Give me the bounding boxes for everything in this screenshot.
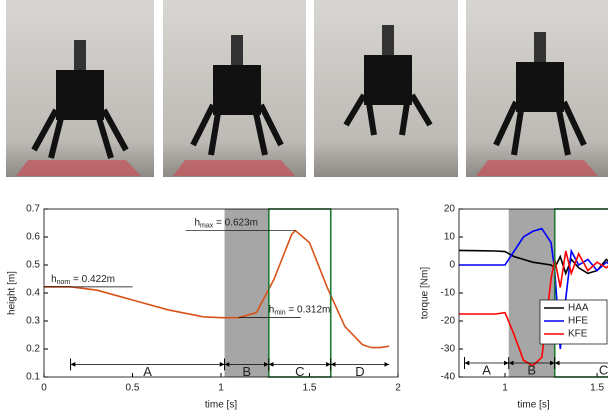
legend: HAA HFE KFE (539, 299, 608, 345)
y-tick-label: 0.3 (26, 316, 40, 327)
y-tick-label: 0.2 (26, 344, 40, 355)
y-axis-label: height [m] (7, 271, 18, 315)
y-tick-label: -20 (441, 316, 456, 327)
x-tick-label: 1.5 (303, 383, 317, 394)
photo (163, 0, 306, 177)
photo (6, 0, 154, 177)
annotation-subscript: max (200, 222, 214, 229)
x-tick-label: 2 (395, 383, 401, 394)
y-tick-label: -10 (441, 288, 456, 299)
phase-shade (224, 209, 269, 377)
y-tick-label: 20 (444, 204, 456, 215)
y-tick-label: 0.1 (26, 372, 40, 383)
phase-label: A (482, 362, 491, 377)
axes-frame (43, 208, 399, 378)
annotation-symbol: h (269, 304, 275, 315)
legend-label: HAA (568, 303, 589, 314)
y-axis-label: torque [Nm] (420, 267, 431, 319)
phase-label: C (295, 364, 304, 379)
x-axis-label: time [s] (205, 400, 237, 411)
y-tick-label: 0.5 (26, 260, 40, 271)
chart: 0.1 0.2 0.3 0.4 0.5 0.6 0.7 0 0.5 1 1.5 2 time [s] he… (7, 204, 402, 411)
y-tick-label: 0.6 (26, 232, 40, 243)
photo (466, 0, 608, 177)
legend-label: HFE (568, 316, 588, 327)
data-line (44, 229, 390, 349)
y-tick-label: 0.7 (26, 204, 40, 215)
annotation-text: = 0.312m (286, 304, 331, 315)
annotation: hmax = 0.623m (194, 217, 258, 229)
phase-label: C (599, 362, 608, 377)
annotation-text: = 0.422m (70, 273, 115, 284)
y-tick-label: -40 (441, 372, 456, 383)
y-tick-label: 0 (449, 260, 455, 271)
data-line (458, 249, 608, 276)
phase-label: A (143, 364, 152, 379)
data-line (459, 250, 608, 367)
phase-label: D (355, 364, 364, 379)
x-tick-label: 1 (502, 383, 508, 394)
x-tick-label: 1 (218, 383, 224, 394)
annotation-symbol: h (194, 217, 200, 228)
x-tick-label: 1.5 (590, 383, 604, 394)
annotation-text: = 0.623m (213, 217, 258, 228)
x-tick-label: 0 (41, 383, 47, 394)
phase-shade (508, 209, 555, 377)
phase-box (553, 208, 608, 378)
y-tick-label: 0.4 (26, 288, 40, 299)
legend-label: KFE (568, 329, 588, 340)
axes-frame (458, 208, 608, 378)
y-tick-label: -30 (441, 344, 456, 355)
y-tick-label: 10 (444, 232, 456, 243)
annotation: hmin = 0.312m (269, 304, 331, 316)
phase-label: B (242, 364, 251, 379)
chart: -40 -30 -20 -10 0 10 20 1 1.5 time [s] torque [Nm]… (420, 204, 608, 411)
annotation: hnom = 0.422m (51, 273, 115, 285)
annotation-subscript: nom (57, 279, 71, 286)
phase-label: B (527, 362, 536, 377)
plot-area (44, 209, 398, 377)
annotation-symbol: h (51, 273, 57, 284)
x-tick-label: 0.5 (126, 383, 140, 394)
annotation-subscript: min (274, 309, 285, 316)
photo (314, 0, 458, 177)
photos (6, 0, 608, 177)
x-axis-label: time [s] (517, 400, 549, 411)
